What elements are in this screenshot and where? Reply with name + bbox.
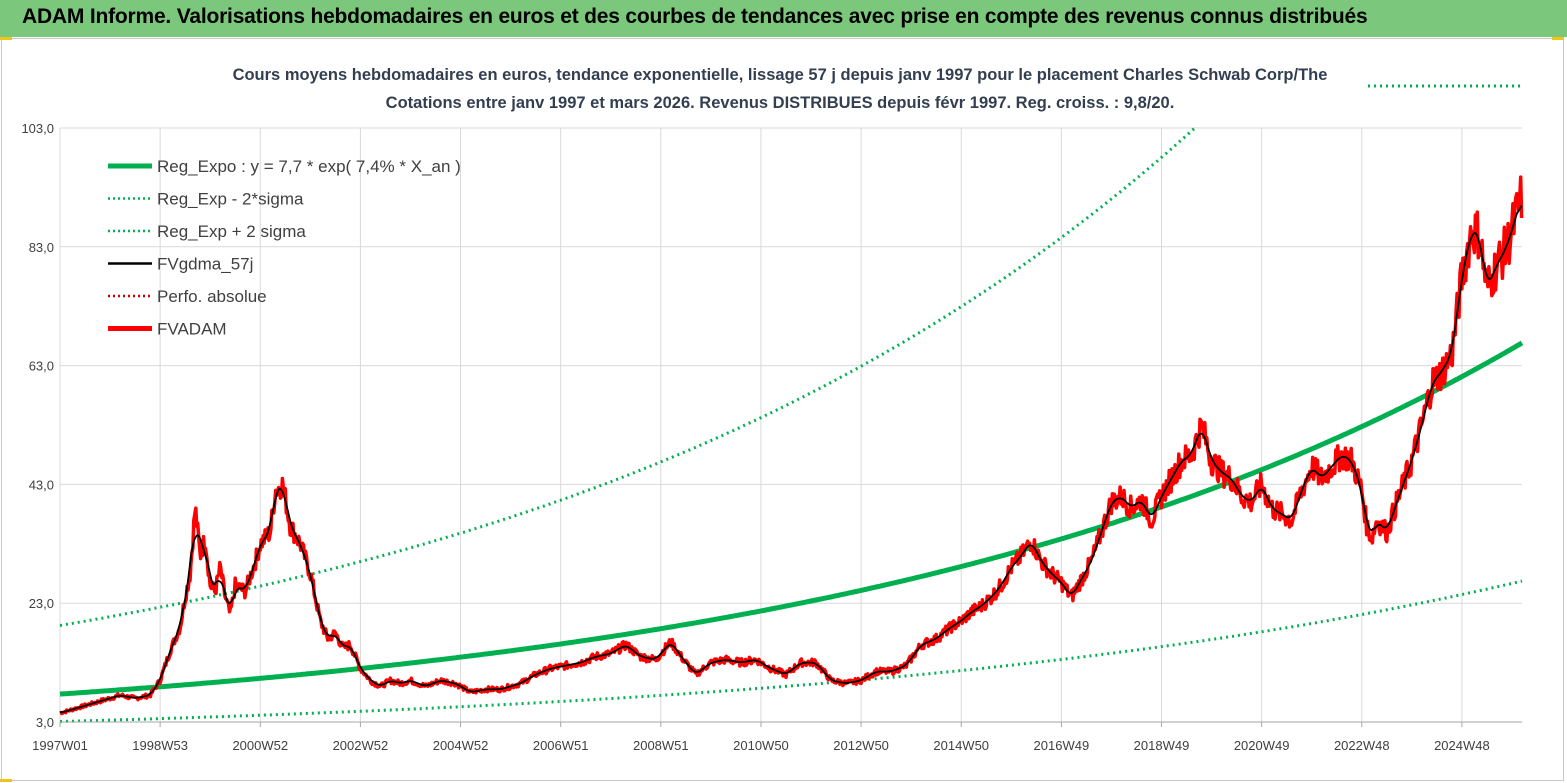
legend-label: FVgdma_57j [157, 255, 253, 274]
header-banner: ADAM Informe. Valorisations hebdomadaire… [0, 0, 1567, 37]
axis-layer: 3,0 23,0 43,0 63,0 83,0 103,0 1997W01 1998W53 20… [21, 121, 1522, 753]
fvadam-line [59, 175, 1524, 716]
x-tick-label: 2006W51 [533, 738, 589, 753]
legend: Reg_Expo : y = 7,7 * exp( 7,4% * X_an ) R… [108, 157, 461, 339]
corner-mark-right [1552, 37, 1564, 40]
grid [59, 127, 1522, 723]
x-tick-label: 2010W50 [733, 738, 789, 753]
y-tick-label: 3,0 [36, 715, 54, 730]
x-tick-label: 1998W53 [132, 738, 188, 753]
corner-mark-left [0, 37, 12, 40]
x-tick-label: 2024W48 [1434, 738, 1490, 753]
y-tick-label: 23,0 [29, 596, 54, 611]
y-tick-label: 83,0 [29, 240, 54, 255]
y-tick-label: 103,0 [21, 121, 54, 136]
corner-mark-bottom-left [0, 779, 12, 782]
x-tick-label: 2014W50 [933, 738, 989, 753]
x-tick-label: 1997W01 [32, 738, 88, 753]
legend-label: Reg_Exp - 2*sigma [157, 190, 304, 209]
x-tick-label: 2008W51 [633, 738, 689, 753]
page-title: ADAM Informe. Valorisations hebdomadaire… [22, 5, 1368, 28]
x-tick-label: 2016W49 [1034, 738, 1090, 753]
x-tick-label: 2000W52 [232, 738, 288, 753]
y-tick-label: 63,0 [29, 359, 54, 374]
legend-label: Perfo. absolue [157, 287, 267, 306]
x-tick-label: 2012W50 [833, 738, 889, 753]
legend-label: Reg_Expo : y = 7,7 * exp( 7,4% * X_an ) [157, 157, 461, 176]
x-tick-label: 2018W49 [1134, 738, 1190, 753]
legend-label: FVADAM [157, 320, 227, 339]
chart-frame [1, 38, 1564, 781]
series-layer [59, 127, 1524, 723]
chart-subtitle-line2: Cotations entre janv 1997 et mars 2026. … [386, 94, 1175, 112]
legend-label: Reg_Exp + 2 sigma [157, 222, 306, 241]
reg-exp-plus-2sigma-line [59, 127, 1196, 627]
reg-exp-minus-2sigma-line [60, 579, 1523, 723]
x-tick-label: 2002W52 [333, 738, 389, 753]
reg-expo-line [59, 340, 1524, 697]
x-tick-label: 2020W49 [1234, 738, 1290, 753]
x-tick-label: 2004W52 [433, 738, 489, 753]
fvgdma-57j-line [59, 205, 1523, 714]
chart-subtitle-line1: Cours moyens hebdomadaires en euros, ten… [233, 66, 1328, 84]
x-tick-label: 2022W48 [1334, 738, 1390, 753]
y-tick-label: 43,0 [29, 477, 54, 492]
